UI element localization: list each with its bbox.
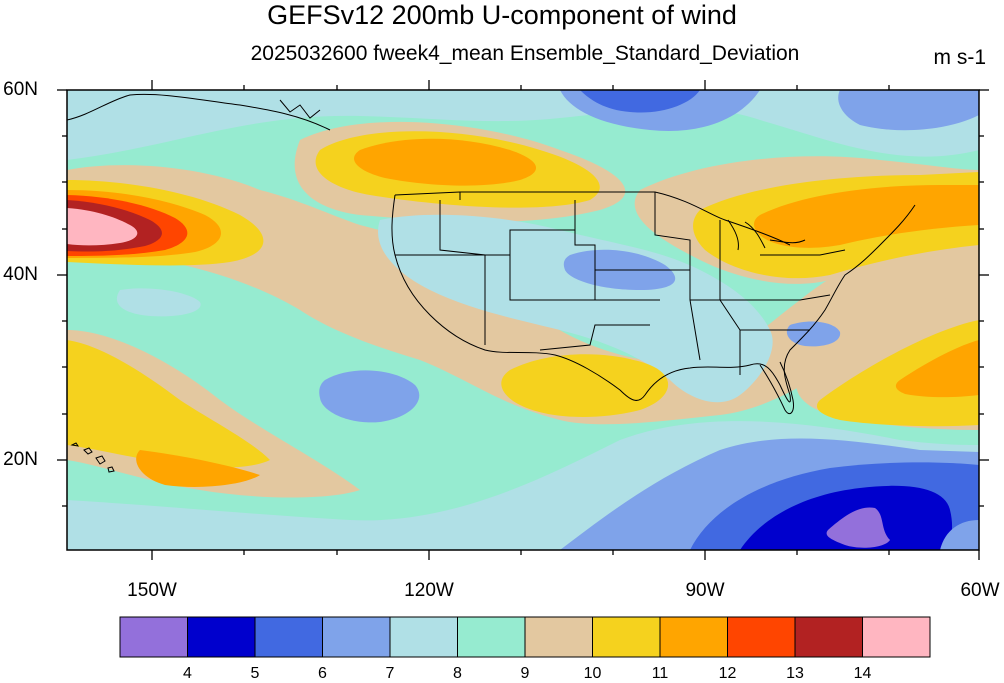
colorbar-swatch [389,616,458,658]
map-subtitle: 2025032600 fweek4_mean Ensemble_Standard… [250,42,800,65]
lon-label-150w: 150W [127,580,177,601]
colorbar-swatch [727,616,796,658]
lat-label-40n: 40N [3,264,38,285]
tick-marks [57,80,989,560]
colorbar-tick-label: 4 [183,665,192,682]
colorbar-swatch [794,616,863,658]
colorbar-tick-label: 5 [250,665,260,682]
lon-label-60w: 60W [960,580,1000,601]
colorbar-swatch [119,616,188,658]
colorbar-tick-label: 11 [651,665,669,682]
colorbar-swatch [457,616,526,658]
map-frame [66,89,980,551]
colorbar-swatch [862,616,931,658]
coastlines [67,93,916,473]
map-title: GEFSv12 200mb U-component of wind [267,0,737,30]
lon-label-120w: 120W [404,580,454,601]
colorbar-swatch [659,616,728,658]
colorbar-tick-label: 9 [520,665,530,682]
colorbar-tick-label: 13 [786,665,804,682]
colorbar-tick-label: 7 [385,665,395,682]
colorbar-tick-label: 14 [853,665,872,682]
lon-label-90w: 90W [685,580,725,601]
colorbar-tick-label: 10 [583,665,602,682]
lat-label-20n: 20N [3,449,38,470]
colorbar [119,616,931,658]
colorbar-tick-label: 6 [318,665,327,682]
colorbar-swatch [254,616,323,658]
wind-std-field [67,90,979,550]
colorbar-tick-label: 12 [718,665,737,682]
colorbar-swatch [592,616,661,658]
colorbar-swatch [524,616,593,658]
colorbar-swatch [322,616,391,658]
units-label: m s-1 [933,46,987,69]
colorbar-tick-label: 8 [453,665,462,682]
colorbar-swatch [187,616,256,658]
lat-label-60n: 60N [3,79,38,100]
